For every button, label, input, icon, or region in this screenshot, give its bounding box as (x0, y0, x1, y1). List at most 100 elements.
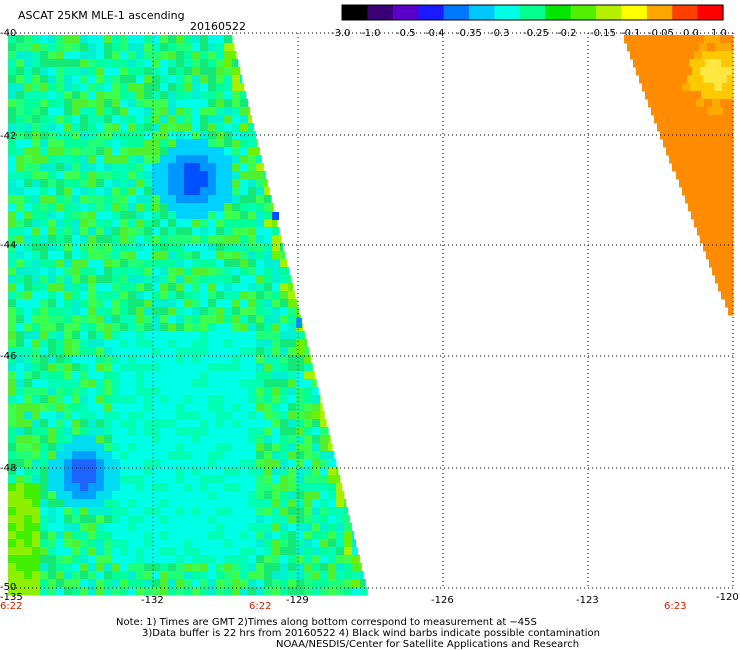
swath-cell (248, 379, 257, 388)
swath-cell (232, 91, 241, 100)
swath-cell (80, 299, 89, 308)
swath-cell (56, 139, 65, 148)
swath-cell (168, 515, 177, 524)
swath-cell (320, 475, 329, 484)
swath-cell (72, 539, 81, 548)
swath-cell (724, 67, 733, 76)
swath-cell (16, 51, 25, 60)
swath-cell (24, 523, 33, 532)
swath-cell (152, 267, 161, 276)
swath-cell (192, 419, 201, 428)
swath-cell (256, 307, 265, 316)
swath-cell (24, 139, 33, 148)
swath-cell (208, 435, 217, 444)
swath-cell (56, 283, 65, 292)
swath-cell (8, 531, 17, 540)
swath-cell (72, 163, 81, 172)
swath-cell (136, 387, 145, 396)
swath-cell (240, 259, 249, 268)
swath-cell (192, 443, 201, 452)
swath-cell (112, 515, 121, 524)
swath-cell (136, 555, 145, 564)
swath-cell (184, 451, 193, 460)
swath-cell (128, 419, 137, 428)
colorbar-swatch (697, 5, 724, 20)
swath-cell (88, 99, 97, 108)
swath-cell (192, 211, 201, 220)
colorbar-label: -0.5 (396, 28, 416, 39)
swath-cell (184, 523, 193, 532)
swath-cell (280, 563, 289, 572)
swath-cell (280, 323, 289, 332)
swath-cell (128, 523, 137, 532)
swath-cell (168, 563, 177, 572)
swath-cell (160, 51, 169, 60)
swath-cell (120, 235, 129, 244)
swath-cell (176, 563, 185, 572)
swath-cell (112, 51, 121, 60)
swath-cell (8, 163, 17, 172)
swath-cell (32, 155, 41, 164)
swath-cell (128, 291, 137, 300)
swath-cell (256, 443, 265, 452)
swath-cell (296, 491, 305, 500)
swath-cell (120, 355, 129, 364)
swath-cell (176, 483, 185, 492)
swath-cell (700, 67, 709, 76)
swath-cell (264, 347, 273, 356)
swath-cell (80, 43, 89, 52)
swath-cell (136, 507, 145, 516)
swath-cell (208, 451, 217, 460)
swath-cell (216, 371, 225, 380)
swath-cell (320, 499, 329, 508)
colorbar-swatch (494, 5, 521, 20)
swath-cell (200, 35, 209, 44)
swath-cell (112, 331, 121, 340)
swath-cell (72, 363, 81, 372)
swath-cell (264, 203, 273, 212)
swath-cell (248, 147, 257, 156)
swath-cell (72, 571, 81, 580)
swath-cell (160, 139, 169, 148)
swath-cell (176, 523, 185, 532)
swath-cell (240, 91, 247, 100)
swath-cell (168, 411, 177, 420)
swath-cell (64, 107, 73, 116)
swath-cell (72, 467, 81, 476)
swath-cell (48, 139, 57, 148)
swath-cell (176, 419, 185, 428)
swath-cell (256, 475, 265, 484)
swath-cell (232, 331, 241, 340)
swath-cell (328, 427, 329, 436)
swath-cell (168, 403, 177, 412)
swath-cell (679, 139, 688, 148)
swath-cell (40, 139, 49, 148)
swath-cell (96, 435, 105, 444)
swath-cell (40, 355, 49, 364)
swath-cell (192, 403, 201, 412)
swath-cell (24, 395, 33, 404)
swath-cell (152, 35, 161, 44)
swath-cell (88, 387, 97, 396)
swath-cell (104, 539, 113, 548)
swath-cell (40, 579, 49, 588)
swath-cell (176, 531, 185, 540)
swath-cell (56, 99, 65, 108)
colorbar-label: -1.0 (361, 28, 381, 39)
swath-cell (32, 187, 41, 196)
swath-cell (160, 219, 169, 228)
swath-cell (344, 499, 347, 508)
swath-cell (200, 507, 209, 516)
swath-cell (200, 171, 209, 180)
swath-cell (8, 475, 17, 484)
swath-cell (176, 371, 185, 380)
swath-cell (168, 339, 177, 348)
swath-cell (176, 275, 185, 284)
swath-cell (16, 587, 25, 596)
swath-cell (224, 59, 233, 68)
swath-cell (721, 227, 730, 236)
swath-cell (48, 75, 57, 84)
swath-cell (136, 83, 145, 92)
swath-cell (144, 459, 153, 468)
swath-cell (216, 507, 225, 516)
